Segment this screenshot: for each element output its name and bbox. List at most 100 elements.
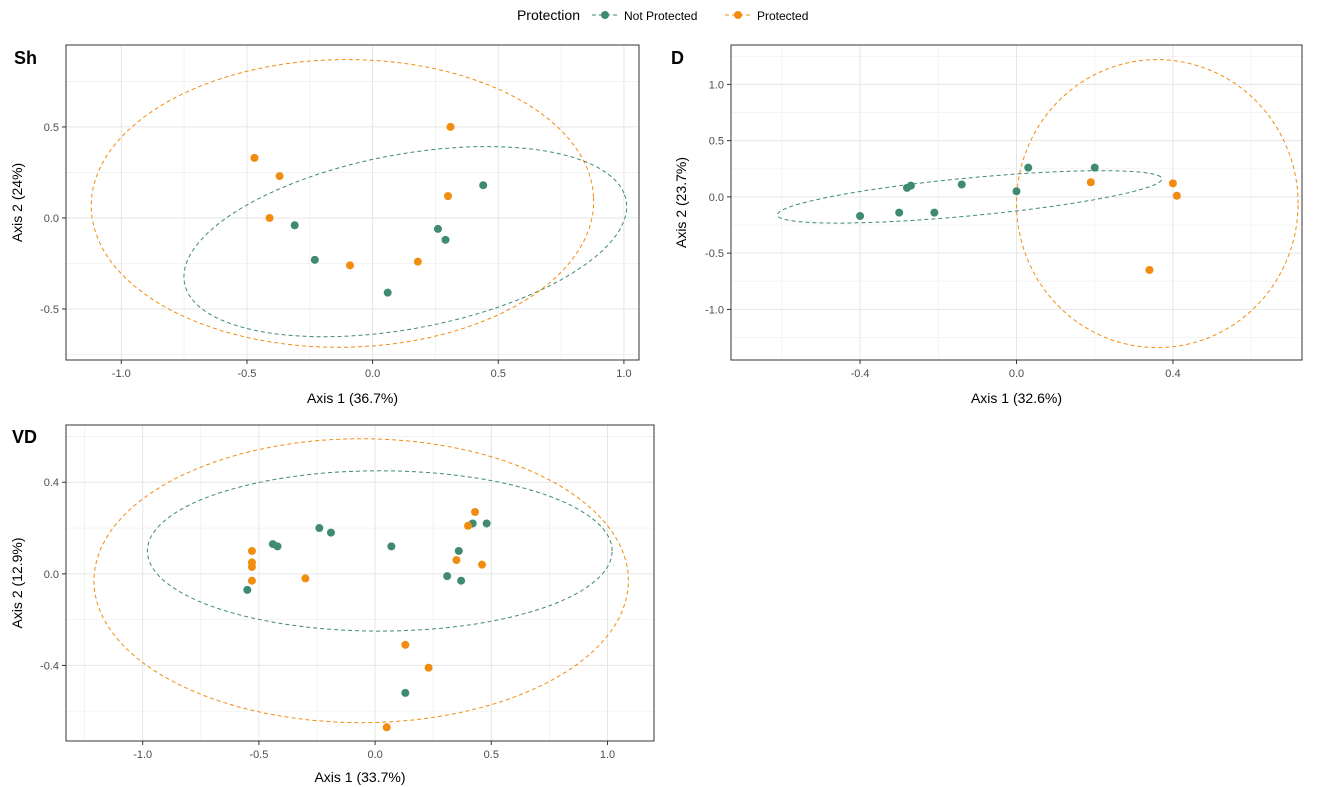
data-point-protected [1086, 178, 1095, 187]
data-point-not-protected [243, 585, 252, 594]
data-point-protected [345, 261, 354, 270]
data-point-not-protected [457, 576, 466, 585]
y-tick-label: -0.5 [705, 248, 724, 260]
x-tick-label: -0.5 [249, 749, 268, 761]
legend-label: Protected [757, 9, 808, 23]
x-tick-label: 0.0 [367, 749, 382, 761]
data-point-not-protected [895, 208, 904, 217]
y-tick-label: -0.5 [40, 304, 59, 316]
data-point-protected [446, 122, 455, 131]
data-point-not-protected [383, 288, 392, 297]
data-point-not-protected [906, 181, 915, 190]
data-point-protected [444, 192, 452, 201]
panel-title: Sh [14, 48, 37, 68]
x-tick-label: 1.0 [600, 749, 615, 761]
y-axis-label: Axis 2 (12.9%) [9, 537, 25, 628]
data-point-protected [382, 723, 391, 732]
data-point-not-protected [856, 212, 865, 220]
panel-d: -0.4 0.0 0.4 -1.0 -0.5 0.0 0.5 1.0 D Axis 1 (32.6… [671, 44, 1303, 406]
data-point-not-protected [1012, 187, 1021, 196]
data-point-not-protected [273, 542, 282, 551]
panel-title: VD [12, 427, 37, 447]
data-point-protected [265, 213, 274, 222]
confidence-ellipse-protected [93, 438, 629, 724]
data-point-not-protected [387, 542, 396, 551]
y-tick-label: 0.5 [44, 122, 59, 134]
data-point-protected [471, 508, 480, 517]
data-point-not-protected [479, 181, 488, 190]
plot-background [66, 45, 639, 360]
data-point-not-protected [454, 546, 463, 555]
confidence-ellipse-not-protected [776, 170, 1163, 224]
legend-label: Not Protected [624, 9, 697, 23]
legend-title: Protection [517, 7, 580, 23]
legend-key-dot [601, 11, 609, 19]
data-point-not-protected [310, 255, 319, 264]
data-point-not-protected [1024, 163, 1033, 172]
x-axis-label: Axis 1 (36.7%) [307, 390, 398, 406]
confidence-ellipse-not-protected [146, 470, 613, 632]
data-point-protected [247, 562, 256, 571]
data-point-not-protected [1090, 163, 1099, 172]
data-point-not-protected [290, 221, 299, 230]
data-point-not-protected [315, 524, 324, 533]
panel-title: D [671, 48, 684, 68]
data-point-not-protected [930, 208, 939, 217]
panel-sh: -1.0 -0.5 0.0 0.5 1.0 -0.5 0.0 0.5 Sh Axis 1 (36.… [9, 44, 640, 406]
y-tick-label: 0.4 [44, 477, 59, 489]
panel-vd: -1.0 -0.5 0.0 0.5 1.0 -0.4 0.0 0.4 VD Axis 1 (33.… [9, 424, 655, 785]
major-grid [66, 425, 654, 741]
x-tick-label: 0.0 [365, 368, 380, 380]
data-point-protected [275, 172, 284, 181]
y-tick-label: -0.4 [40, 660, 59, 672]
x-tick-label: 0.5 [491, 368, 506, 380]
data-point-protected [413, 257, 422, 266]
y-tick-label: 0.0 [44, 569, 59, 581]
data-point-protected [250, 153, 259, 162]
y-tick-label: -1.0 [705, 304, 724, 316]
y-tick-label: 1.0 [709, 79, 724, 91]
x-tick-label: 0.0 [1009, 368, 1024, 380]
x-axis-label: Axis 1 (32.6%) [971, 390, 1062, 406]
data-point-not-protected [443, 572, 452, 581]
legend: Protection Not Protected Protected [517, 7, 808, 23]
data-point-protected [301, 574, 310, 583]
x-tick-label: 0.4 [1165, 368, 1180, 380]
x-axis-label: Axis 1 (33.7%) [314, 769, 405, 785]
legend-item-not-protected: Not Protected [592, 9, 697, 23]
plot-border [65, 424, 655, 742]
data-point-protected [478, 560, 487, 569]
data-point-not-protected [401, 688, 410, 697]
confidence-ellipse-protected [90, 58, 595, 348]
data-point-protected [247, 546, 256, 555]
y-tick-label: 0.5 [709, 136, 724, 148]
y-tick-label: 0.0 [709, 192, 724, 204]
data-point-protected [1172, 191, 1181, 200]
data-point-protected [1168, 179, 1177, 188]
y-axis-label: Axis 2 (23.7%) [673, 157, 689, 248]
x-tick-label: -1.0 [133, 749, 152, 761]
y-axis-label: Axis 2 (24%) [9, 163, 25, 242]
confidence-ellipse-protected [1015, 59, 1299, 349]
data-point-protected [1145, 266, 1154, 274]
legend-key-dot [734, 11, 742, 19]
confidence-ellipse-not-protected [183, 146, 628, 338]
data-point-protected [424, 663, 433, 672]
data-point-not-protected [326, 528, 335, 537]
y-tick-label: 0.0 [44, 213, 59, 225]
data-point-not-protected [441, 235, 450, 244]
data-point-protected [452, 556, 461, 565]
plot-border [730, 44, 1303, 361]
data-point-not-protected [433, 224, 442, 233]
x-tick-label: -0.5 [237, 368, 256, 380]
plot-background [66, 425, 654, 741]
data-point-protected [247, 576, 256, 585]
data-point-not-protected [957, 180, 966, 189]
data-point-protected [401, 640, 410, 649]
x-tick-label: 1.0 [616, 368, 631, 380]
legend-item-protected: Protected [725, 9, 808, 23]
major-grid [731, 45, 1302, 360]
x-tick-label: -1.0 [112, 368, 131, 380]
plot-border [65, 44, 640, 361]
